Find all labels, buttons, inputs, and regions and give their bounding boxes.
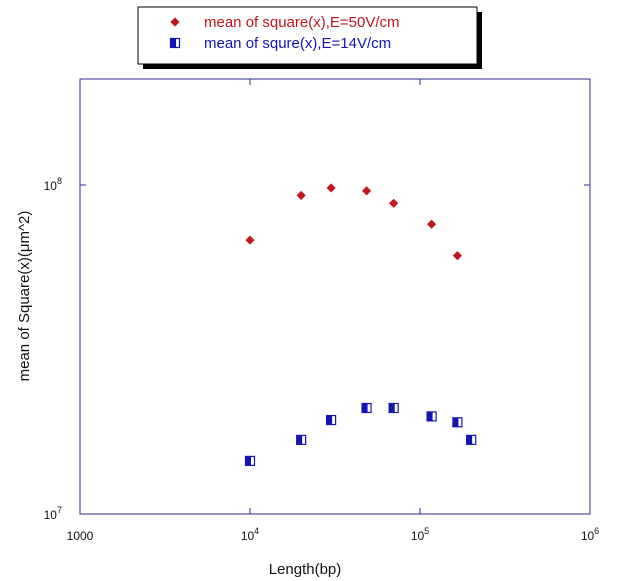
data-point [296,434,307,445]
data-point-fill [389,403,395,413]
series-1 [245,183,462,261]
legend-marker-fill [170,38,176,48]
data-point [389,198,399,208]
legend-marker [169,37,181,49]
data-point-fill [245,456,251,466]
x-axis-label: Length(bp) [269,561,342,578]
data-point-fill [466,435,473,445]
data-point [452,417,463,428]
axis-ticks [79,79,591,515]
y-tick-label: 108 [44,176,62,193]
data-point [426,411,437,422]
data-point [244,455,256,467]
data-points [244,183,477,467]
legend-entry-label: mean of square(x),E=50V/cm [204,14,400,31]
data-point [245,235,255,245]
data-point [466,434,477,445]
y-tick-label: 107 [44,505,62,522]
data-point [326,414,337,426]
data-point [427,219,437,229]
x-tick-label: 105 [411,526,429,543]
legend-box [137,6,478,65]
axis-tick-labels: 1000 104 105 106 107 108 [44,176,600,543]
plot-frame [79,78,591,515]
legend: mean of square(x),E=50V/cm mean of squre(… [137,6,482,69]
data-point [362,186,372,196]
y-axis-label: mean of Square(x)(μm^2) [16,211,33,382]
data-point [361,402,372,414]
legend-marker [170,17,180,27]
x-tick-label: 1000 [67,529,94,543]
data-point [452,251,462,261]
data-point-fill [362,403,368,413]
legend-entry-label: mean of squre(x),E=14V/cm [204,35,391,52]
data-point-fill [296,435,303,445]
data-point-fill [427,411,433,421]
data-point [326,183,336,193]
x-tick-label: 106 [581,526,599,543]
data-point [388,402,399,414]
data-point [296,190,306,200]
data-point-fill [452,417,459,427]
data-point-fill [326,415,333,425]
series-2 [244,402,477,467]
x-tick-label: 104 [241,526,259,543]
